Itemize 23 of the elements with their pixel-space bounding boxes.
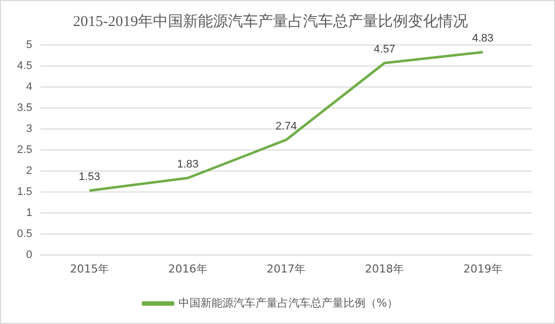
y-tick-label: 1 bbox=[26, 206, 32, 219]
y-tick-label: 4.5 bbox=[16, 60, 32, 72]
y-tick-label: 5 bbox=[26, 39, 32, 52]
y-tick-label: 0 bbox=[26, 248, 32, 261]
y-tick-label: 2.5 bbox=[16, 144, 32, 156]
chart-title: 2015-2019年中国新能源汽车产量占汽车总产量比例变化情况 bbox=[73, 12, 468, 30]
x-tick-label: 2018年 bbox=[364, 262, 404, 276]
y-tick-label: 0.5 bbox=[16, 228, 32, 240]
y-tick-label: 3.5 bbox=[16, 102, 32, 114]
y-tick-label: 4 bbox=[26, 80, 32, 93]
x-tick-label: 2017年 bbox=[266, 262, 306, 276]
data-label: 4.83 bbox=[472, 32, 494, 45]
x-tick-label: 2016年 bbox=[168, 262, 208, 276]
y-tick-label: 3 bbox=[26, 122, 32, 135]
data-label: 2.74 bbox=[275, 120, 297, 132]
data-label: 1.83 bbox=[177, 158, 199, 171]
x-tick-label: 2019年 bbox=[463, 262, 502, 276]
y-tick-label: 1.5 bbox=[16, 186, 32, 198]
data-label: 1.53 bbox=[78, 171, 100, 184]
data-label: 4.57 bbox=[374, 44, 396, 56]
x-tick-label: 2015年 bbox=[70, 262, 109, 276]
legend-label: 中国新能源汽车产量占汽车总产量比例（%） bbox=[178, 296, 398, 310]
y-tick-label: 2 bbox=[26, 164, 32, 177]
